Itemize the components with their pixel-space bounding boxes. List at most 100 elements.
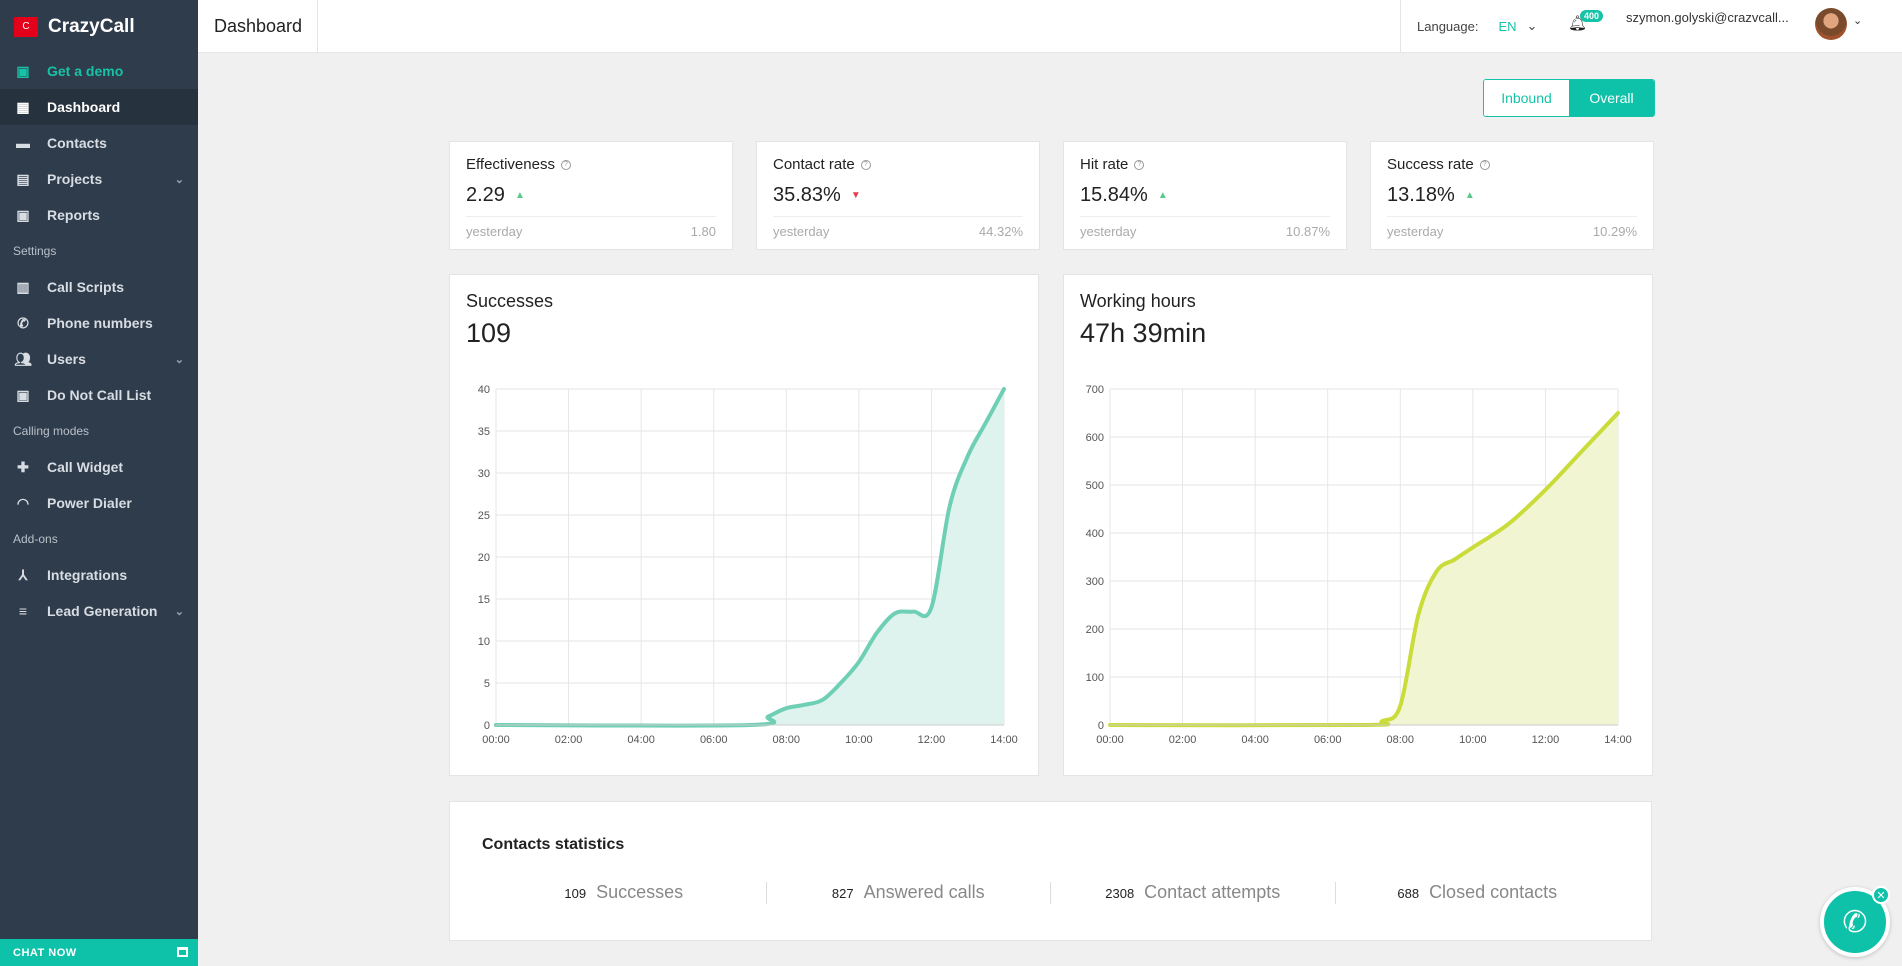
sidebar-item-users[interactable]: 👥︎ Users ⌄ bbox=[0, 341, 198, 377]
x-tick-label: 00:00 bbox=[482, 734, 510, 746]
sidebar-item-label: Call Scripts bbox=[47, 279, 125, 295]
script-icon: ▥ bbox=[16, 278, 30, 295]
series-line bbox=[494, 387, 1006, 728]
sidebar-item-reports[interactable]: ▣ Reports bbox=[0, 197, 198, 233]
language-selector[interactable]: Language: EN ⌄ bbox=[1400, 0, 1551, 53]
y-tick-label: 0 bbox=[1098, 720, 1104, 732]
stat-item: 109 Successes bbox=[482, 882, 767, 904]
logo[interactable]: C CrazyCall bbox=[0, 0, 198, 53]
x-tick-label: 06:00 bbox=[1314, 734, 1342, 746]
logo-icon: C bbox=[14, 16, 38, 37]
sidebar-item-do-not-call-list[interactable]: ▣ Do Not Call List bbox=[0, 377, 198, 413]
y-tick-label: 300 bbox=[1086, 576, 1104, 588]
help-icon[interactable]: ? bbox=[1479, 159, 1490, 170]
tab-inbound[interactable]: Inbound bbox=[1484, 80, 1569, 116]
area-chart: 0 5 10 15 20 25 30 35 40 00:00 02:00 04:00 06:00 08:0… bbox=[478, 384, 1018, 746]
y-tick-label: 15 bbox=[478, 594, 490, 606]
yesterday-label: yesterday bbox=[773, 224, 830, 239]
sidebar-item-label: Phone numbers bbox=[47, 315, 153, 331]
yesterday-value: 1.80 bbox=[690, 224, 716, 239]
kpi-value: 35.83% bbox=[773, 184, 841, 206]
kpi-value: 2.29 bbox=[466, 184, 505, 206]
y-tick-label: 600 bbox=[1086, 432, 1104, 444]
y-tick-label: 20 bbox=[478, 552, 490, 564]
stat-value: 688 bbox=[1397, 886, 1420, 901]
y-tick-label: 10 bbox=[478, 636, 490, 648]
filter-icon: ≡ bbox=[18, 603, 28, 619]
clipboard-icon: ▣ bbox=[16, 206, 30, 223]
user-email[interactable]: szymon.golyski@crazvcall... bbox=[1626, 10, 1789, 25]
integrations-icon: ⅄ bbox=[18, 566, 28, 583]
trend-up-icon: ▲ bbox=[1157, 190, 1168, 202]
view-toggle: Inbound Overall bbox=[1483, 79, 1655, 117]
yesterday-value: 44.32% bbox=[978, 224, 1023, 239]
page-title: Dashboard bbox=[198, 0, 318, 53]
headset-icon: ◠ bbox=[16, 494, 30, 511]
sidebar-item-dashboard[interactable]: ▦ Dashboard bbox=[0, 89, 198, 125]
section-label: Settings bbox=[13, 244, 57, 258]
x-tick-label: 04:00 bbox=[1241, 734, 1269, 746]
area-chart: 0 100 200 300 400 500 600 700 00:00 02:00 04:00 06:… bbox=[1086, 384, 1632, 746]
chevron-down-icon: ⌄ bbox=[1526, 18, 1538, 33]
x-tick-label: 00:00 bbox=[1096, 734, 1124, 746]
minimize-icon[interactable] bbox=[177, 947, 188, 957]
y-tick-label: 40 bbox=[478, 384, 490, 396]
x-tick-label: 14:00 bbox=[1604, 734, 1632, 746]
sidebar-item-call-widget[interactable]: ✚ Call Widget bbox=[0, 449, 198, 485]
kpi-title: Success rate bbox=[1387, 156, 1474, 173]
stats-title: Contacts statistics bbox=[482, 836, 625, 853]
kpi-value: 15.84% bbox=[1080, 184, 1148, 206]
chart-title: Working hours bbox=[1080, 291, 1196, 311]
y-tick-label: 30 bbox=[478, 468, 490, 480]
stat-label: Successes bbox=[596, 882, 684, 902]
stat-value: 2308 bbox=[1105, 886, 1135, 901]
x-tick-label: 12:00 bbox=[1532, 734, 1560, 746]
chart-total: 47h 39min bbox=[1080, 318, 1207, 348]
help-icon[interactable]: ? bbox=[860, 159, 871, 170]
x-tick-label: 02:00 bbox=[555, 734, 583, 746]
tab-overall[interactable]: Overall bbox=[1569, 80, 1654, 116]
sidebar-item-label: Users bbox=[47, 351, 86, 367]
close-icon[interactable]: ✕ bbox=[1872, 886, 1890, 904]
x-tick-label: 08:00 bbox=[773, 734, 801, 746]
kpi-card-success-rate: Success rate? 13.18% ▲ yesterday 10.29% bbox=[1370, 141, 1654, 250]
sidebar: C CrazyCall ▣ Get a demo ▦ Dashboard ▬ Contac… bbox=[0, 0, 198, 966]
chart-title: Successes bbox=[466, 291, 554, 311]
sidebar-item-power-dialer[interactable]: ◠ Power Dialer bbox=[0, 485, 198, 521]
sidebar-item-label: Contacts bbox=[47, 135, 107, 151]
chevron-down-icon: ⌄ bbox=[174, 353, 184, 366]
sidebar-item-get-a-demo[interactable]: ▣ Get a demo bbox=[0, 53, 198, 89]
kpi-card-effectiveness: Effectiveness? 2.29 ▲ yesterday 1.80 bbox=[449, 141, 733, 250]
x-tick-label: 10:00 bbox=[845, 734, 873, 746]
sidebar-item-label: Projects bbox=[47, 171, 103, 187]
x-tick-label: 08:00 bbox=[1387, 734, 1415, 746]
dashboard-icon: ▦ bbox=[16, 98, 30, 115]
stat-label: Closed contacts bbox=[1429, 882, 1558, 902]
area-fill bbox=[1110, 413, 1618, 726]
phone-icon: ✆ bbox=[17, 314, 29, 331]
sidebar-item-label: Call Widget bbox=[47, 459, 124, 475]
kpi-title: Effectiveness bbox=[466, 156, 555, 173]
y-tick-label: 200 bbox=[1086, 624, 1104, 636]
chat-now-button[interactable]: CHAT NOW bbox=[0, 939, 198, 966]
chart-successes: Successes 109 0 5 10 15 20 25 30 35 40 00:00 02:00 04… bbox=[449, 274, 1039, 776]
stat-item: 2308 Contact attempts bbox=[1051, 882, 1336, 904]
y-tick-label: 700 bbox=[1086, 384, 1104, 396]
sidebar-item-phone-numbers[interactable]: ✆ Phone numbers bbox=[0, 305, 198, 341]
chevron-down-icon: ⌄ bbox=[174, 173, 184, 186]
sidebar-item-label: Lead Generation bbox=[47, 603, 158, 619]
x-tick-label: 10:00 bbox=[1459, 734, 1487, 746]
sidebar-item-integrations[interactable]: ⅄ Integrations bbox=[0, 557, 198, 593]
help-icon[interactable]: ? bbox=[1134, 159, 1145, 170]
sidebar-item-label: Do Not Call List bbox=[47, 387, 152, 403]
sidebar-item-lead-generation[interactable]: ≡ Lead Generation ⌄ bbox=[0, 593, 198, 629]
avatar[interactable] bbox=[1815, 8, 1847, 40]
chevron-down-icon[interactable]: ⌄ bbox=[1853, 15, 1863, 27]
help-icon[interactable]: ? bbox=[560, 159, 571, 170]
stat-value: 827 bbox=[831, 886, 854, 901]
sidebar-item-projects[interactable]: ▤ Projects ⌄ bbox=[0, 161, 198, 197]
sidebar-item-call-scripts[interactable]: ▥ Call Scripts bbox=[0, 269, 198, 305]
y-tick-label: 35 bbox=[478, 426, 490, 438]
sidebar-item-contacts[interactable]: ▬ Contacts bbox=[0, 125, 198, 161]
file-icon: ▤ bbox=[16, 170, 30, 187]
